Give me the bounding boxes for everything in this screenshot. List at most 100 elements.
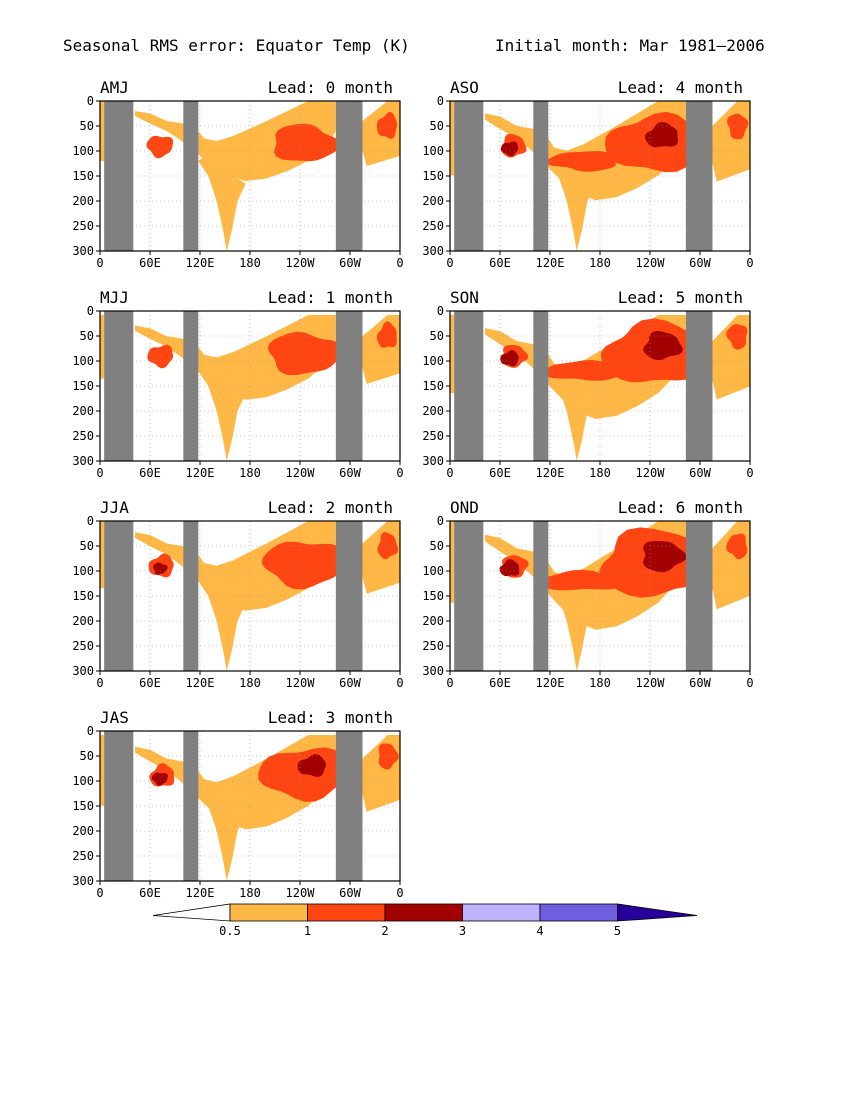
y-tick-label: 300 <box>422 664 444 678</box>
y-tick-label: 50 <box>80 119 94 133</box>
panel-lead-label: Lead: 2 month <box>268 498 393 517</box>
contour-region-0 <box>135 101 336 181</box>
contour-region-3 <box>198 576 246 671</box>
y-tick-label: 300 <box>72 454 94 468</box>
panel-mjj: 0 60E 120E 180 120W 60W 0 0 50 100 150 200 250 300 MJJ… <box>72 288 403 480</box>
panel-season-label: JAS <box>100 708 129 727</box>
y-tick-label: 50 <box>430 119 444 133</box>
land-mask-2 <box>685 521 713 671</box>
x-tick-label: 60E <box>139 466 161 480</box>
x-tick-label: 0 <box>96 256 103 270</box>
contour-region-6 <box>726 324 748 350</box>
y-tick-label: 0 <box>87 304 94 318</box>
x-tick-label: 0 <box>96 886 103 900</box>
contour-region-8 <box>643 330 683 361</box>
x-tick-label: 60W <box>689 676 711 690</box>
contour-region-5 <box>146 135 174 159</box>
y-tick-label: 0 <box>87 514 94 528</box>
land-mask-1 <box>183 521 199 671</box>
panel-season-label: AMJ <box>100 78 129 97</box>
y-tick-label: 200 <box>422 614 444 628</box>
y-tick-label: 0 <box>437 304 444 318</box>
x-tick-label: 0 <box>446 466 453 480</box>
x-tick-label: 60E <box>489 676 511 690</box>
colorbar-label: 4 <box>536 924 543 938</box>
x-tick-label: 180 <box>239 676 261 690</box>
x-tick-label: 120E <box>186 886 215 900</box>
y-tick-label: 50 <box>430 539 444 553</box>
y-tick-label: 50 <box>80 749 94 763</box>
y-tick-label: 300 <box>72 244 94 258</box>
land-mask-0 <box>454 521 484 671</box>
x-tick-label: 120W <box>286 886 316 900</box>
contour-region-9 <box>545 151 616 172</box>
contour-region-4 <box>261 541 345 590</box>
panel-season-label: ASO <box>450 78 479 97</box>
contour-field <box>450 101 750 251</box>
panel-lead-label: Lead: 3 month <box>268 708 393 727</box>
x-tick-label: 120E <box>186 676 215 690</box>
land-mask-0 <box>104 731 134 881</box>
y-tick-label: 200 <box>72 194 94 208</box>
land-mask-0 <box>454 101 484 251</box>
y-tick-label: 300 <box>72 874 94 888</box>
land-mask-2 <box>685 101 713 251</box>
panel-lead-label: Lead: 1 month <box>268 288 393 307</box>
y-tick-label: 300 <box>422 454 444 468</box>
contour-region-6 <box>726 533 748 560</box>
x-tick-label: 0 <box>446 256 453 270</box>
y-tick-label: 50 <box>80 329 94 343</box>
land-mask-1 <box>183 731 199 881</box>
contour-region-4 <box>267 331 345 376</box>
y-tick-label: 100 <box>72 774 94 788</box>
panel-jja: 0 60E 120E 180 120W 60W 0 0 50 100 150 200 250 300 JJA… <box>72 498 403 690</box>
x-tick-label: 60W <box>339 466 361 480</box>
contour-region-6 <box>376 111 398 139</box>
contour-region-7 <box>153 562 168 575</box>
contour-region-9 <box>543 360 623 381</box>
x-tick-label: 180 <box>589 466 611 480</box>
x-tick-label: 0 <box>446 676 453 690</box>
x-tick-label: 0 <box>396 466 403 480</box>
x-tick-label: 60E <box>489 256 511 270</box>
x-tick-label: 120E <box>186 466 215 480</box>
land-mask-0 <box>454 311 484 461</box>
x-tick-label: 60W <box>339 676 361 690</box>
y-tick-label: 0 <box>437 94 444 108</box>
colorbar-swatch-1 <box>229 903 308 922</box>
panel-season-label: SON <box>450 288 479 307</box>
contour-region-3 <box>548 576 596 671</box>
y-tick-label: 150 <box>422 589 444 603</box>
y-tick-label: 50 <box>430 329 444 343</box>
contour-region-1 <box>450 521 455 603</box>
contour-region-7 <box>501 141 519 157</box>
contour-region-9 <box>541 569 629 591</box>
y-tick-label: 50 <box>80 539 94 553</box>
x-tick-label: 120E <box>186 256 215 270</box>
contour-region-7 <box>499 559 520 577</box>
contour-region-6 <box>376 321 397 348</box>
land-mask-1 <box>183 101 199 251</box>
panel-lead-label: Lead: 4 month <box>618 78 743 97</box>
panel-amj: 0 60E 120E 180 120W 60W 0 0 50 100 150 200 250 300 AMJ… <box>72 78 403 270</box>
land-mask-1 <box>183 311 199 461</box>
contour-region-8 <box>297 754 327 777</box>
panel-season-label: MJJ <box>100 288 129 307</box>
x-tick-label: 120W <box>636 676 666 690</box>
y-tick-label: 200 <box>72 404 94 418</box>
x-tick-label: 180 <box>589 676 611 690</box>
x-tick-label: 0 <box>96 676 103 690</box>
x-tick-label: 180 <box>589 256 611 270</box>
panel-lead-label: Lead: 5 month <box>618 288 743 307</box>
contour-region-7 <box>500 349 519 367</box>
x-tick-label: 0 <box>746 466 753 480</box>
y-tick-label: 300 <box>72 664 94 678</box>
panels: 0 60E 120E 180 120W 60W 0 0 50 100 150 200 250 300 AMJ… <box>72 78 753 900</box>
contour-field <box>100 101 400 251</box>
colorbar-swatch-3 <box>384 903 463 922</box>
contour-region-3 <box>548 366 596 461</box>
panel-aso: 0 60E 120E 180 120W 60W 0 0 50 100 150 200 250 300 ASO… <box>422 78 753 270</box>
y-tick-label: 200 <box>422 404 444 418</box>
x-tick-label: 0 <box>746 676 753 690</box>
